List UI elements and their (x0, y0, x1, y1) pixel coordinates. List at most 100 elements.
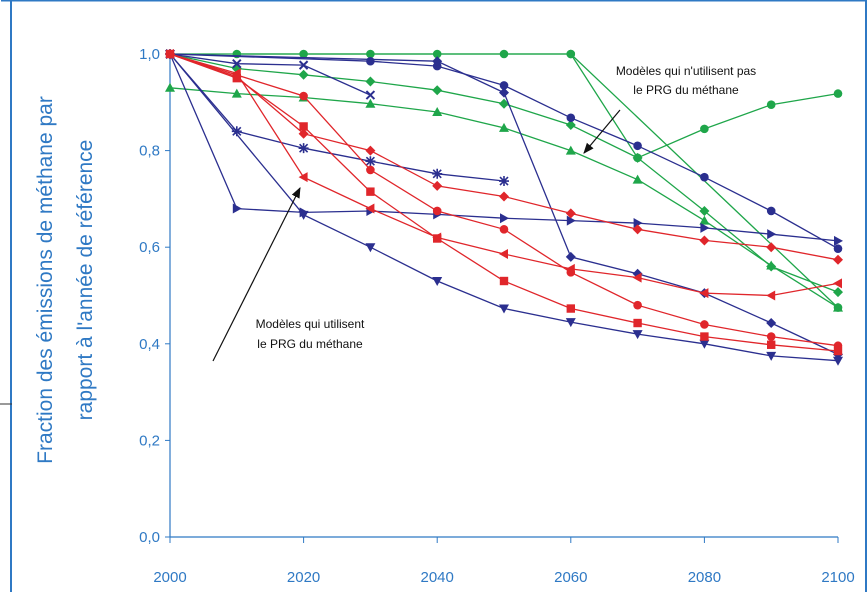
data-point-circle (833, 89, 843, 98)
data-point-triangle-right (232, 203, 242, 214)
data-point-triangle-left (833, 278, 842, 289)
data-point-circle (833, 303, 843, 312)
data-point-triangle-up (432, 106, 443, 116)
series-line (169, 53, 371, 96)
data-point-circle (700, 124, 709, 134)
data-point-circle (833, 244, 843, 253)
annotation-with-prg: Modèles qui utilisent le PRG du méthane (212, 187, 365, 362)
data-point-circle (766, 332, 776, 341)
y-tick-label: 0,2 (139, 432, 160, 449)
data-point-diamond (699, 205, 710, 216)
data-point-triangle-up (632, 174, 643, 184)
data-point-triangle-left (298, 172, 308, 183)
data-point-circle (432, 206, 442, 216)
data-point-triangle-down (298, 210, 309, 220)
data-point-triangle-up (699, 215, 710, 225)
data-point-triangle-up (766, 260, 777, 270)
data-point-diamond (833, 254, 843, 265)
series-line (169, 53, 839, 347)
plot-area (165, 49, 843, 366)
data-point-triangle-up (365, 98, 376, 108)
series-red-circle (165, 49, 843, 351)
data-point-triangle-up (565, 145, 576, 155)
data-point-square (499, 276, 509, 286)
data-point-circle (700, 172, 709, 182)
y-axis-label-line-2: rapport à l'année de référence (74, 140, 97, 421)
annotation-no-prg: Modèles qui n'utilisent pas le PRG du mé… (583, 64, 756, 154)
data-point-triangle-right (834, 235, 843, 246)
data-point-square (767, 340, 776, 349)
data-point-triangle-down (432, 277, 443, 287)
data-point-diamond (632, 152, 643, 163)
annotation-with-prg-line-2: le PRG du méthane (257, 337, 363, 351)
data-point-triangle-down (365, 243, 376, 253)
data-point-triangle-up (231, 88, 242, 98)
data-point-circle (165, 49, 175, 59)
data-point-triangle-down (833, 356, 843, 366)
data-point-triangle-right (700, 222, 710, 233)
data-point-circle (299, 91, 308, 101)
data-point-diamond (632, 224, 643, 235)
data-point-diamond (365, 145, 376, 156)
data-point-triangle-down (499, 304, 509, 314)
x-tick-label: 2040 (421, 569, 454, 586)
data-point-x (232, 58, 242, 69)
annotation-no-prg-arrow (583, 109, 621, 154)
data-point-diamond (833, 287, 843, 298)
data-point-triangle-left (365, 203, 375, 214)
data-point-x (365, 90, 376, 100)
data-point-asterisk (231, 126, 242, 137)
data-point-asterisk (298, 143, 309, 154)
annotation-no-prg-line-2: le PRG du méthane (633, 83, 739, 97)
data-point-triangle-down (565, 318, 576, 328)
series-line (169, 53, 839, 355)
data-point-circle (366, 165, 375, 175)
data-point-asterisk (365, 156, 376, 167)
data-point-diamond (298, 128, 309, 139)
data-point-diamond (499, 98, 509, 109)
data-point-square (366, 187, 375, 196)
annotation-no-prg-line-1: Modèles qui n'utilisent pas (616, 64, 756, 78)
y-tick-label: 0,0 (139, 529, 160, 546)
data-point-circle (499, 225, 509, 234)
data-point-triangle-right (633, 218, 643, 229)
data-point-diamond (699, 235, 710, 246)
data-point-x (298, 60, 309, 70)
data-point-triangle-up (165, 82, 175, 92)
data-point-square (700, 332, 709, 341)
data-point-square (299, 122, 308, 131)
y-tick-label: 0,8 (139, 143, 160, 160)
data-point-diamond (365, 76, 376, 87)
data-point-diamond (766, 242, 777, 253)
x-tick-label: 2080 (688, 569, 721, 586)
series-blue-circle (165, 49, 843, 253)
y-axis-label-line-1: Fraction des émissions de méthane par (34, 96, 57, 464)
x-tick-label: 2000 (153, 569, 186, 586)
x-tick-label: 2100 (821, 569, 854, 586)
data-point-triangle-right (500, 213, 509, 224)
data-point-square (433, 234, 442, 243)
data-point-diamond (565, 120, 576, 131)
data-point-asterisk (499, 176, 509, 187)
annotation-with-prg-arrow (212, 187, 301, 362)
data-point-square (232, 73, 241, 83)
series-line (169, 53, 839, 362)
data-point-diamond (499, 87, 509, 98)
data-point-square (566, 304, 575, 313)
series-line (169, 53, 505, 182)
x-tick-label: 2020 (287, 569, 320, 586)
data-point-triangle-down (766, 351, 777, 361)
data-point-asterisk (432, 168, 443, 179)
data-point-triangle-left (766, 290, 776, 301)
data-point-triangle-up (499, 122, 509, 132)
data-point-triangle-left (499, 248, 508, 259)
data-point-triangle-down (632, 330, 643, 340)
data-point-triangle-left (632, 272, 642, 283)
data-point-diamond (766, 318, 777, 329)
data-point-circle (633, 141, 642, 151)
data-point-square (633, 318, 642, 328)
data-point-square (833, 346, 843, 356)
data-point-diamond (432, 56, 443, 67)
data-point-diamond (432, 85, 443, 96)
